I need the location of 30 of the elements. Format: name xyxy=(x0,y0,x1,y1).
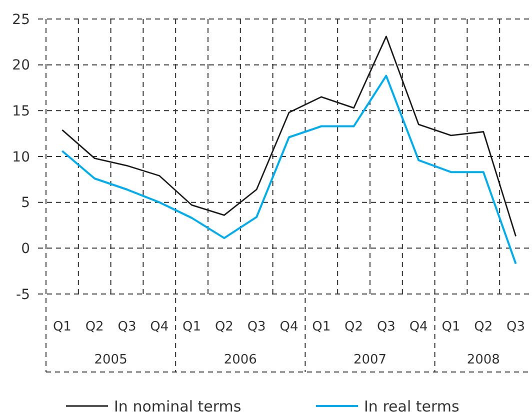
legend-label: In real terms xyxy=(364,397,460,414)
y-tick-label: 0 xyxy=(21,241,30,258)
y-tick-label: 15 xyxy=(12,104,30,120)
x-tick-label: Q4 xyxy=(280,320,298,335)
x-tick-label: Q3 xyxy=(506,320,526,335)
x-tick-label: Q2 xyxy=(214,320,234,335)
x-tick-label: Q4 xyxy=(150,320,169,335)
y-tick-label: 25 xyxy=(12,12,30,28)
y-tick-label: -5 xyxy=(16,286,30,303)
y-tick-label: 20 xyxy=(12,58,30,74)
x-tick-label: Q2 xyxy=(344,320,364,335)
text: 2005 xyxy=(94,352,128,368)
legend-label: In nominal terms xyxy=(114,397,242,414)
line-series xyxy=(61,74,517,265)
text: 2006 xyxy=(224,352,257,368)
text: 2008 xyxy=(466,352,500,368)
x-tick-label: Q3 xyxy=(118,320,136,335)
x-tick-label: Q1 xyxy=(182,320,202,335)
text: 2007 xyxy=(353,352,387,368)
x-tick-label: Q3 xyxy=(376,320,396,335)
line-series xyxy=(62,36,516,237)
x-tick-label: Q1 xyxy=(52,320,72,335)
x-tick-label: Q3 xyxy=(247,320,266,335)
x-tick-label: Q1 xyxy=(442,320,460,335)
x-tick-label: Q4 xyxy=(409,320,428,335)
x-tick-label: Q2 xyxy=(85,320,104,335)
x-tick-label: Q1 xyxy=(312,320,331,335)
y-tick-label: 5 xyxy=(21,195,30,212)
x-tick-label: Q2 xyxy=(474,320,493,335)
y-tick-label: 10 xyxy=(12,149,30,166)
